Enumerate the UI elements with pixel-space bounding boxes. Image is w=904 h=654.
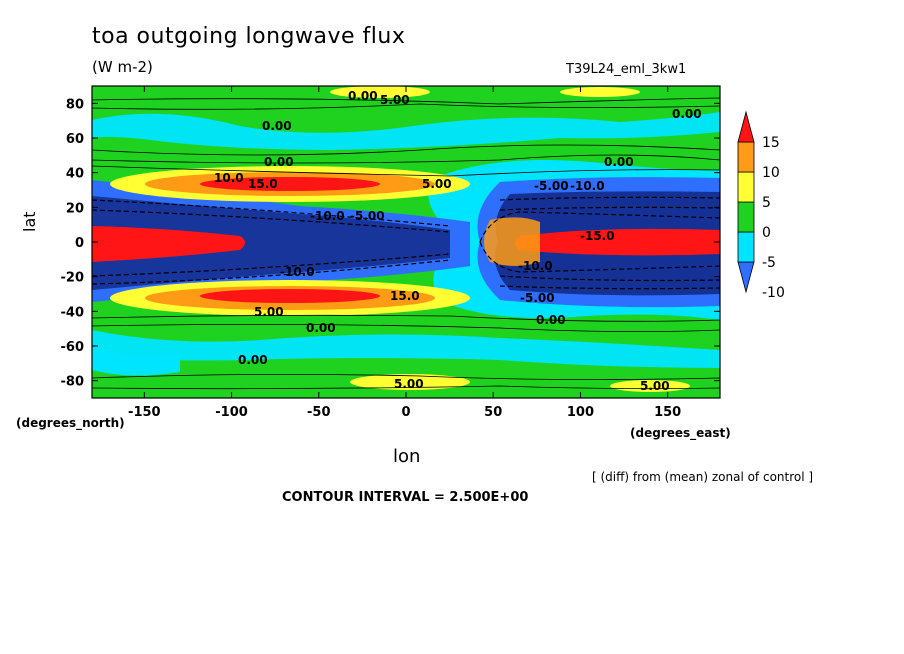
- contour-label: -10.0: [310, 209, 345, 223]
- colorbar-swatch: [737, 231, 755, 263]
- x-tick-label: 0: [401, 405, 410, 420]
- contour-label: 5.00: [254, 305, 284, 319]
- contour-label: 0.00: [262, 119, 292, 133]
- contour-label: 10.0: [214, 171, 244, 185]
- x-tick-label: 100: [567, 405, 594, 420]
- contour-label: 0.00: [536, 313, 566, 327]
- contour-label: 0.00: [264, 155, 294, 169]
- x-tick-label: -50: [307, 405, 331, 420]
- contour-label: 0.00: [348, 89, 378, 103]
- colorbar-label: -5: [762, 255, 776, 271]
- contour-label: -15.0: [580, 229, 615, 243]
- contour-label: -10.0: [518, 259, 553, 273]
- run-id: T39L24_eml_3kw1: [566, 62, 687, 77]
- y-tick-label: 0: [75, 236, 84, 251]
- x-tick-label: -150: [128, 405, 161, 420]
- x-tick-label: 50: [484, 405, 502, 420]
- diff-note: [ (diff) from (mean) zonal of control ]: [592, 470, 814, 484]
- y-tick-label: -80: [61, 375, 85, 390]
- y-tick-label: -40: [61, 305, 85, 320]
- colorbar-swatch: [737, 110, 755, 143]
- colorbar-swatch: [737, 141, 755, 173]
- x-axis-units: (degrees_east): [630, 426, 731, 440]
- contour-label: 5.00: [422, 177, 452, 191]
- contour-label: 0.00: [672, 107, 702, 121]
- contour-label: -10.0: [570, 179, 605, 193]
- y-tick-label: 80: [66, 97, 84, 112]
- colorbar-swatch: [737, 261, 755, 294]
- contour-label: -10.0: [280, 265, 315, 279]
- y-ticks: 80 60 40 20 0 -20 -40 -60 -80: [61, 97, 720, 390]
- contour-label: -5.00: [534, 179, 569, 193]
- chart-units: (W m-2): [92, 58, 153, 76]
- colorbar-label: 0: [762, 225, 771, 241]
- y-tick-label: -60: [61, 340, 85, 355]
- colorbar: 15 10 5 0 -5 -10: [737, 110, 785, 301]
- chart-title: toa outgoing longwave flux: [92, 24, 406, 49]
- contour-label: 5.00: [640, 379, 670, 393]
- contour-label: 5.00: [394, 377, 424, 391]
- x-axis-label: lon: [393, 446, 421, 467]
- colorbar-swatch: [737, 201, 755, 233]
- contour-label: 0.00: [238, 353, 268, 367]
- contour-label: 5.00: [380, 93, 410, 107]
- colorbar-swatch: [737, 171, 755, 203]
- colorbar-label: 10: [762, 165, 780, 181]
- filled-contours: 0.00 0.00 0.00 5.00 0.00 0.00 10.0 15.0 …: [92, 86, 720, 398]
- y-tick-label: -20: [61, 271, 85, 286]
- contour-interval: CONTOUR INTERVAL = 2.500E+00: [282, 490, 529, 505]
- contour-label: 0.00: [306, 321, 336, 335]
- y-tick-label: 20: [66, 201, 84, 216]
- x-tick-label: -100: [215, 405, 248, 420]
- contour-label: -5.00: [520, 291, 555, 305]
- y-tick-label: 60: [66, 132, 84, 147]
- y-tick-label: 40: [66, 167, 84, 182]
- colorbar-label: 5: [762, 195, 771, 211]
- contour-label: 15.0: [248, 177, 278, 191]
- colorbar-label: 15: [762, 135, 780, 151]
- y-axis-units: (degrees_north): [16, 416, 125, 430]
- contour-label: -5.00: [350, 209, 385, 223]
- colorbar-label: -10: [762, 285, 785, 301]
- contour-label: 0.00: [604, 155, 634, 169]
- contour-label: 15.0: [390, 289, 420, 303]
- x-tick-label: 150: [654, 405, 681, 420]
- x-ticks: -150 -100 -50 0 50 100 150: [128, 86, 681, 420]
